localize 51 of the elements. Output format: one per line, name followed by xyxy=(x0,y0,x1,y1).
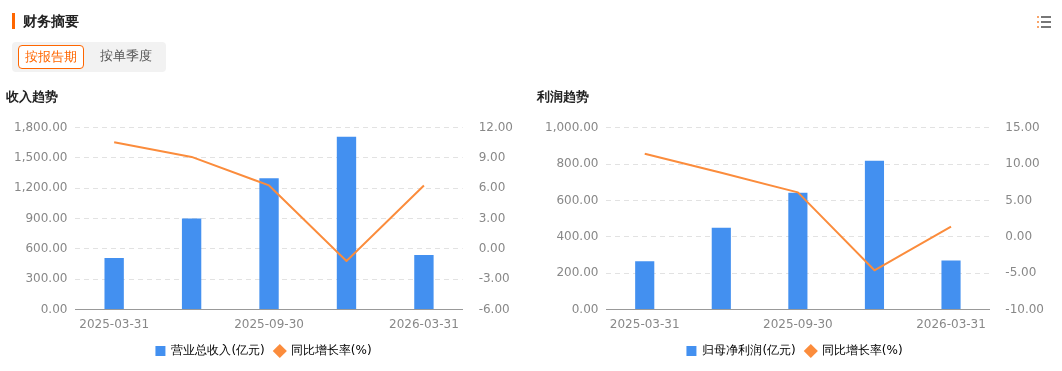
y-tick-label: 300.00 xyxy=(25,271,68,286)
legend-label: 归母净利润(亿元) xyxy=(702,343,796,358)
chart-title: 收入趋势 xyxy=(6,89,58,105)
legend-label: 同比增长率(%) xyxy=(290,343,372,358)
y2-tick-label: 6.00 xyxy=(478,180,506,195)
bar xyxy=(635,261,655,310)
y2-tick-label: 3.00 xyxy=(478,210,506,225)
chart-title: 利润趋势 xyxy=(536,89,589,105)
bar xyxy=(864,160,885,310)
y2-tick-label: -6.00 xyxy=(478,301,510,316)
y-tick-label: 1,000.00 xyxy=(545,119,599,134)
y2-tick-label: -3.00 xyxy=(478,271,510,286)
bar xyxy=(941,260,961,310)
x-tick-label: 2026-03-31 xyxy=(916,316,986,331)
y2-tick-label: 0.00 xyxy=(478,241,506,256)
bar xyxy=(711,227,731,310)
bar xyxy=(181,218,202,310)
bar xyxy=(104,258,124,310)
y-tick-label: 400.00 xyxy=(556,228,599,243)
y-tick-label: 900.00 xyxy=(25,210,68,225)
bar xyxy=(414,255,434,310)
y2-tick-label: -5.00 xyxy=(1005,265,1037,280)
y-tick-label: 600.00 xyxy=(25,241,68,256)
x-tick-label: 2025-03-31 xyxy=(609,316,680,331)
x-tick-label: 2026-03-31 xyxy=(389,316,459,331)
y2-tick-label: 10.00 xyxy=(1005,156,1040,171)
x-tick-label: 2025-09-30 xyxy=(234,316,304,331)
y-tick-label: 0.00 xyxy=(40,301,68,316)
y-tick-label: 1,500.00 xyxy=(14,150,68,165)
text: 按单季度 xyxy=(99,47,153,65)
legend-label: 同比增长率(%) xyxy=(821,343,903,358)
y-tick-label: 0.00 xyxy=(571,301,599,316)
y2-tick-label: 12.00 xyxy=(478,119,514,134)
y-tick-label: 600.00 xyxy=(556,192,599,207)
text: 按报告期 xyxy=(18,45,84,69)
legend-label: 营业总收入(亿元) xyxy=(171,343,265,358)
x-tick-label: 2025-09-30 xyxy=(763,316,833,331)
y2-tick-label: -10.00 xyxy=(1005,301,1044,316)
y-tick-label: 1,200.00 xyxy=(14,180,68,195)
y2-tick-label: 0.00 xyxy=(1005,228,1033,243)
bar xyxy=(259,178,279,310)
y2-tick-label: 9.00 xyxy=(478,150,506,165)
bar xyxy=(336,136,357,310)
y-tick-label: 800.00 xyxy=(556,156,599,171)
y-tick-label: 1,800.00 xyxy=(14,119,68,134)
y-tick-label: 200.00 xyxy=(556,265,599,280)
bar xyxy=(788,192,808,310)
text: 财务摘要 xyxy=(12,13,79,29)
y2-tick-label: 5.00 xyxy=(1005,192,1033,207)
x-tick-label: 2025-03-31 xyxy=(79,316,150,331)
y2-tick-label: 15.00 xyxy=(1005,119,1040,134)
